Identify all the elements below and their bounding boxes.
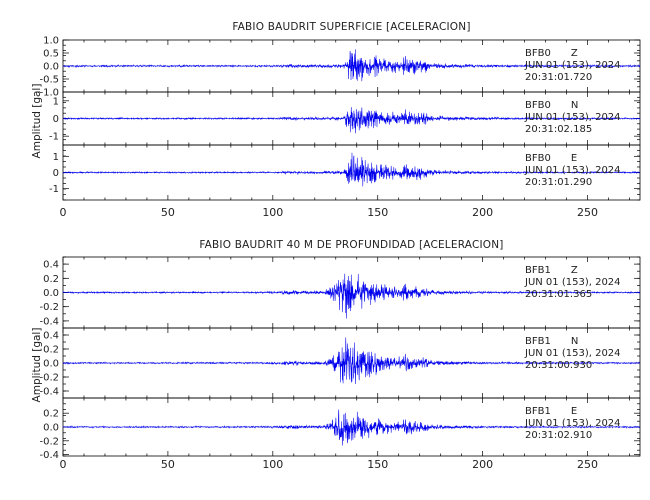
y-tick-label: 0.5 bbox=[43, 49, 59, 60]
station-code: BFB1 bbox=[525, 336, 551, 347]
x-tick-label: 50 bbox=[161, 206, 175, 219]
y-tick-label: -0.4 bbox=[39, 387, 59, 398]
y-tick-label: 0.0 bbox=[43, 288, 59, 299]
seismic-trace bbox=[62, 273, 641, 319]
station-code: BFB1 bbox=[525, 265, 551, 276]
y-tick-label: 0.0 bbox=[43, 359, 59, 370]
date-label: JUN 01 (153), 2024 bbox=[524, 277, 621, 288]
time-label: 20:31:02.910 bbox=[525, 430, 592, 441]
seismic-trace bbox=[62, 409, 641, 446]
y-tick-label: 0.2 bbox=[43, 345, 59, 356]
time-label: 20:31:02.185 bbox=[525, 124, 592, 135]
x-tick-label: 50 bbox=[161, 458, 175, 471]
y-tick-label: -1 bbox=[49, 184, 59, 195]
y-tick-label: 1 bbox=[53, 152, 59, 163]
component-code: N bbox=[571, 336, 578, 347]
x-tick-label: 0 bbox=[60, 206, 67, 219]
x-tick-label: 100 bbox=[262, 458, 283, 471]
y-axis-label: Amplitud [gal] bbox=[31, 84, 43, 159]
y-tick-label: 1.0 bbox=[43, 36, 59, 47]
date-label: JUN 01 (153), 2024 bbox=[524, 60, 621, 71]
component-code: Z bbox=[571, 265, 578, 276]
y-tick-label: -0.4 bbox=[39, 450, 59, 461]
y-tick-label: -0.2 bbox=[39, 373, 59, 384]
y-tick-label: -0.2 bbox=[39, 302, 59, 313]
component-code: E bbox=[571, 406, 577, 417]
seismic-trace bbox=[62, 152, 641, 187]
date-label: JUN 01 (153), 2024 bbox=[524, 418, 621, 429]
date-label: JUN 01 (153), 2024 bbox=[524, 165, 621, 176]
y-tick-label: 0.2 bbox=[43, 274, 59, 285]
y-tick-label: 0.4 bbox=[43, 260, 59, 271]
x-tick-label: 150 bbox=[367, 206, 388, 219]
chart-title: FABIO BAUDRIT SUPERFICIE [ACELERACION] bbox=[232, 21, 470, 33]
y-tick-label: 0.0 bbox=[43, 423, 59, 434]
y-tick-label: 1 bbox=[53, 96, 59, 107]
seismic-trace bbox=[62, 107, 641, 134]
seismic-trace bbox=[62, 49, 641, 82]
date-label: JUN 01 (153), 2024 bbox=[524, 112, 621, 123]
station-label: BFB0 Z bbox=[525, 48, 578, 59]
x-tick-label: 0 bbox=[60, 458, 67, 471]
y-tick-label: 0.2 bbox=[43, 409, 59, 420]
x-tick-label: 100 bbox=[262, 206, 283, 219]
component-code: N bbox=[571, 100, 578, 111]
x-tick-label: 250 bbox=[577, 206, 598, 219]
x-tick-label: 150 bbox=[367, 458, 388, 471]
x-tick-label: 200 bbox=[472, 458, 493, 471]
x-tick-label: 250 bbox=[577, 458, 598, 471]
x-tick-label: 200 bbox=[472, 206, 493, 219]
y-tick-label: 0 bbox=[53, 168, 59, 179]
y-tick-label: -0.5 bbox=[39, 75, 59, 86]
station-label: BFB0 E bbox=[525, 153, 577, 164]
time-label: 20:31:01.290 bbox=[525, 177, 592, 188]
time-label: 20:31:01.720 bbox=[525, 72, 592, 83]
station-label: BFB0 N bbox=[525, 100, 578, 111]
time-label: 20:31:00.930 bbox=[525, 360, 592, 371]
station-code: BFB1 bbox=[525, 406, 551, 417]
station-label: BFB1 E bbox=[525, 406, 577, 417]
y-tick-label: 0.4 bbox=[43, 331, 59, 342]
date-label: JUN 01 (153), 2024 bbox=[524, 348, 621, 359]
y-tick-label: -1 bbox=[49, 132, 59, 143]
station-code: BFB0 bbox=[525, 153, 551, 164]
y-tick-label: -0.2 bbox=[39, 436, 59, 447]
station-code: BFB0 bbox=[525, 100, 551, 111]
station-code: BFB0 bbox=[525, 48, 551, 59]
chart-title: FABIO BAUDRIT 40 M DE PROFUNDIDAD [ACELE… bbox=[199, 239, 503, 251]
y-axis-label: Amplitud [gal] bbox=[31, 328, 43, 403]
y-tick-label: -1.0 bbox=[39, 88, 59, 99]
station-label: BFB1 Z bbox=[525, 265, 578, 276]
y-tick-label: 0 bbox=[53, 114, 59, 125]
component-code: Z bbox=[571, 48, 578, 59]
seismic-trace bbox=[62, 337, 641, 384]
y-tick-label: 0.0 bbox=[43, 62, 59, 73]
station-label: BFB1 N bbox=[525, 336, 578, 347]
y-tick-label: -0.4 bbox=[39, 316, 59, 327]
component-code: E bbox=[571, 153, 577, 164]
time-label: 20:31:01.365 bbox=[525, 289, 592, 300]
